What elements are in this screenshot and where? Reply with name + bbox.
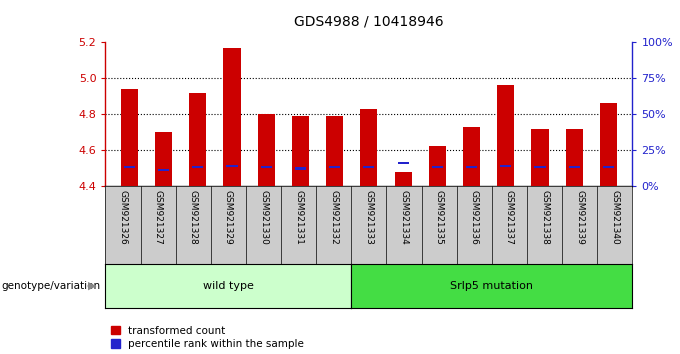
Text: GSM921333: GSM921333 — [364, 190, 373, 245]
Bar — [329, 166, 340, 169]
Text: GSM921330: GSM921330 — [259, 190, 268, 245]
Bar — [534, 166, 545, 169]
Bar — [600, 103, 617, 186]
Text: GSM921327: GSM921327 — [154, 190, 163, 245]
Text: GSM921332: GSM921332 — [329, 190, 338, 245]
Bar — [260, 166, 272, 169]
Bar — [189, 93, 206, 186]
Bar — [497, 86, 514, 186]
Text: GSM921336: GSM921336 — [470, 190, 479, 245]
Text: GSM921337: GSM921337 — [505, 190, 514, 245]
Text: GSM921331: GSM921331 — [294, 190, 303, 245]
Bar — [500, 165, 511, 167]
Bar — [292, 116, 309, 186]
Text: GSM921334: GSM921334 — [400, 190, 409, 245]
Text: genotype/variation: genotype/variation — [1, 281, 101, 291]
Text: Srlp5 mutation: Srlp5 mutation — [450, 281, 533, 291]
Bar — [568, 166, 580, 169]
Text: GSM921329: GSM921329 — [224, 190, 233, 245]
Text: GSM921340: GSM921340 — [611, 190, 619, 245]
Text: wild type: wild type — [203, 281, 254, 291]
Bar — [258, 114, 275, 186]
Bar — [295, 167, 306, 170]
Bar — [532, 129, 549, 186]
Text: GSM921326: GSM921326 — [118, 190, 127, 245]
Bar — [432, 166, 443, 169]
Bar — [394, 172, 411, 186]
Bar — [124, 166, 135, 169]
Bar — [363, 166, 375, 169]
Bar — [466, 166, 477, 169]
Text: GSM921335: GSM921335 — [435, 190, 443, 245]
Text: ▶: ▶ — [88, 281, 97, 291]
Text: GDS4988 / 10418946: GDS4988 / 10418946 — [294, 14, 444, 28]
Bar — [566, 129, 583, 186]
Bar — [326, 116, 343, 186]
Bar — [398, 162, 409, 164]
Bar — [226, 165, 237, 167]
Bar — [192, 166, 203, 169]
Bar — [224, 48, 241, 186]
Bar — [121, 89, 138, 186]
Bar — [463, 127, 480, 186]
Text: GSM921328: GSM921328 — [189, 190, 198, 245]
Legend: transformed count, percentile rank within the sample: transformed count, percentile rank withi… — [111, 326, 304, 349]
Text: GSM921339: GSM921339 — [575, 190, 584, 245]
Bar — [158, 169, 169, 171]
Bar — [360, 109, 377, 186]
Bar — [155, 132, 172, 186]
Text: GSM921338: GSM921338 — [540, 190, 549, 245]
Bar — [429, 147, 446, 186]
Bar — [603, 166, 614, 169]
